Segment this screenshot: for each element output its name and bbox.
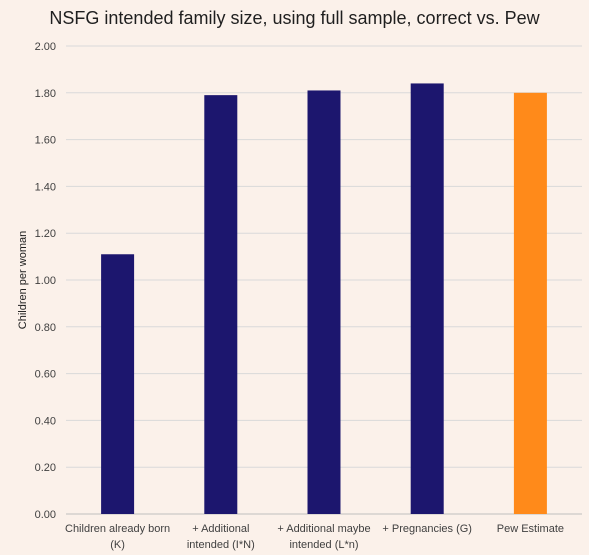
y-tick-label: 1.00 <box>35 275 56 287</box>
y-axis-title: Children per woman <box>17 231 29 329</box>
y-tick-label: 0.00 <box>35 509 56 521</box>
y-tick-label: 0.40 <box>35 415 56 427</box>
x-tick-label: + Pregnancies (G) <box>382 523 472 535</box>
bar <box>513 92 547 515</box>
x-tick-label: + Additional <box>192 523 249 535</box>
y-tick-label: 0.60 <box>35 369 56 381</box>
x-tick-label: + Additional maybe <box>277 523 370 535</box>
bar <box>307 90 341 515</box>
y-tick-label: 1.20 <box>35 228 56 240</box>
y-tick-label: 0.80 <box>35 322 56 334</box>
x-tick-label: (K) <box>110 539 125 551</box>
y-tick-label: 0.20 <box>35 462 56 474</box>
y-tick-label: 1.60 <box>35 135 56 147</box>
chart-title: NSFG intended family size, using full sa… <box>49 8 540 28</box>
x-tick-label: Children already born <box>65 523 170 535</box>
y-tick-label: 1.40 <box>35 181 56 193</box>
bar <box>101 254 135 514</box>
y-tick-label: 1.80 <box>35 88 56 100</box>
x-tick-label: intended (L*n) <box>289 539 358 551</box>
bar <box>204 95 238 514</box>
x-tick-label: Pew Estimate <box>497 523 564 535</box>
x-tick-label: intended (I*N) <box>187 539 255 551</box>
bar <box>410 83 444 514</box>
y-tick-label: 2.00 <box>35 41 56 53</box>
